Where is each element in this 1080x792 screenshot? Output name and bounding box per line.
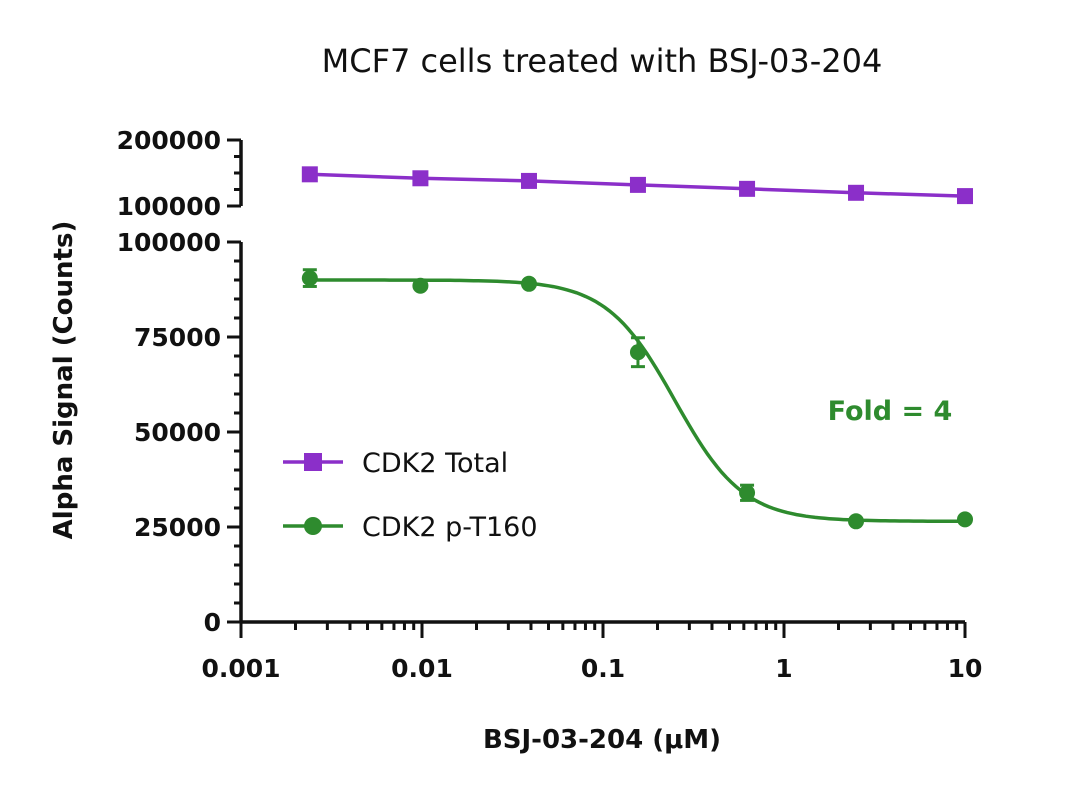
data-point-square [520, 172, 537, 189]
y-tick-label: 75000 [134, 323, 221, 352]
plot-area [301, 166, 973, 530]
data-point-circle [629, 344, 646, 361]
data-point-circle [848, 513, 865, 530]
data-point-square [739, 180, 756, 197]
legend-label-total: CDK2 Total [362, 448, 508, 479]
y-axis-lower: 0 25000 50000 75000 100000 [117, 228, 243, 637]
x-tick-label: 1 [775, 654, 792, 683]
y-tick-label: 25000 [134, 513, 221, 542]
y-tick-label: 200000 [117, 126, 221, 155]
y-tick-label: 100000 [117, 228, 221, 257]
legend-label-phospho: CDK2 p-T160 [362, 512, 538, 543]
data-point-circle [520, 275, 537, 292]
data-point-square [629, 176, 646, 193]
x-tick-label: 0.1 [581, 654, 625, 683]
y-tick-label: 0 [204, 608, 221, 637]
data-point-square [848, 184, 865, 201]
data-point-circle [412, 277, 429, 294]
legend-marker-circle [304, 517, 322, 535]
x-tick-label: 0.01 [391, 654, 453, 683]
x-tick-label: 0.001 [201, 654, 280, 683]
x-axis-label: BSJ-03-204 (μM) [483, 725, 721, 755]
data-point-square [301, 166, 318, 183]
x-axis: 0.001 0.01 0.1 1 10 [201, 620, 983, 683]
series-cdk2-p-t160 [301, 268, 973, 530]
chart-title: MCF7 cells treated with BSJ-03-204 [322, 42, 883, 80]
data-point-circle [301, 270, 318, 287]
data-point-square [412, 170, 429, 187]
data-point-circle [739, 484, 756, 501]
y-tick-label: 100000 [117, 192, 221, 221]
fold-annotation: Fold = 4 [828, 396, 953, 427]
y-axis-upper: 100000 200000 [117, 126, 243, 221]
data-point-circle [957, 511, 973, 528]
y-tick-label: 50000 [134, 418, 221, 447]
legend-marker-square [304, 453, 322, 471]
legend-item-total: CDK2 Total [283, 448, 508, 479]
series-cdk2-total [301, 166, 973, 205]
legend: CDK2 Total CDK2 p-T160 [283, 448, 538, 543]
legend-item-phospho: CDK2 p-T160 [283, 512, 538, 543]
data-point-square [957, 188, 973, 205]
y-axis-label: Alpha Signal (Counts) [49, 221, 79, 540]
x-tick-label: 10 [948, 654, 983, 683]
